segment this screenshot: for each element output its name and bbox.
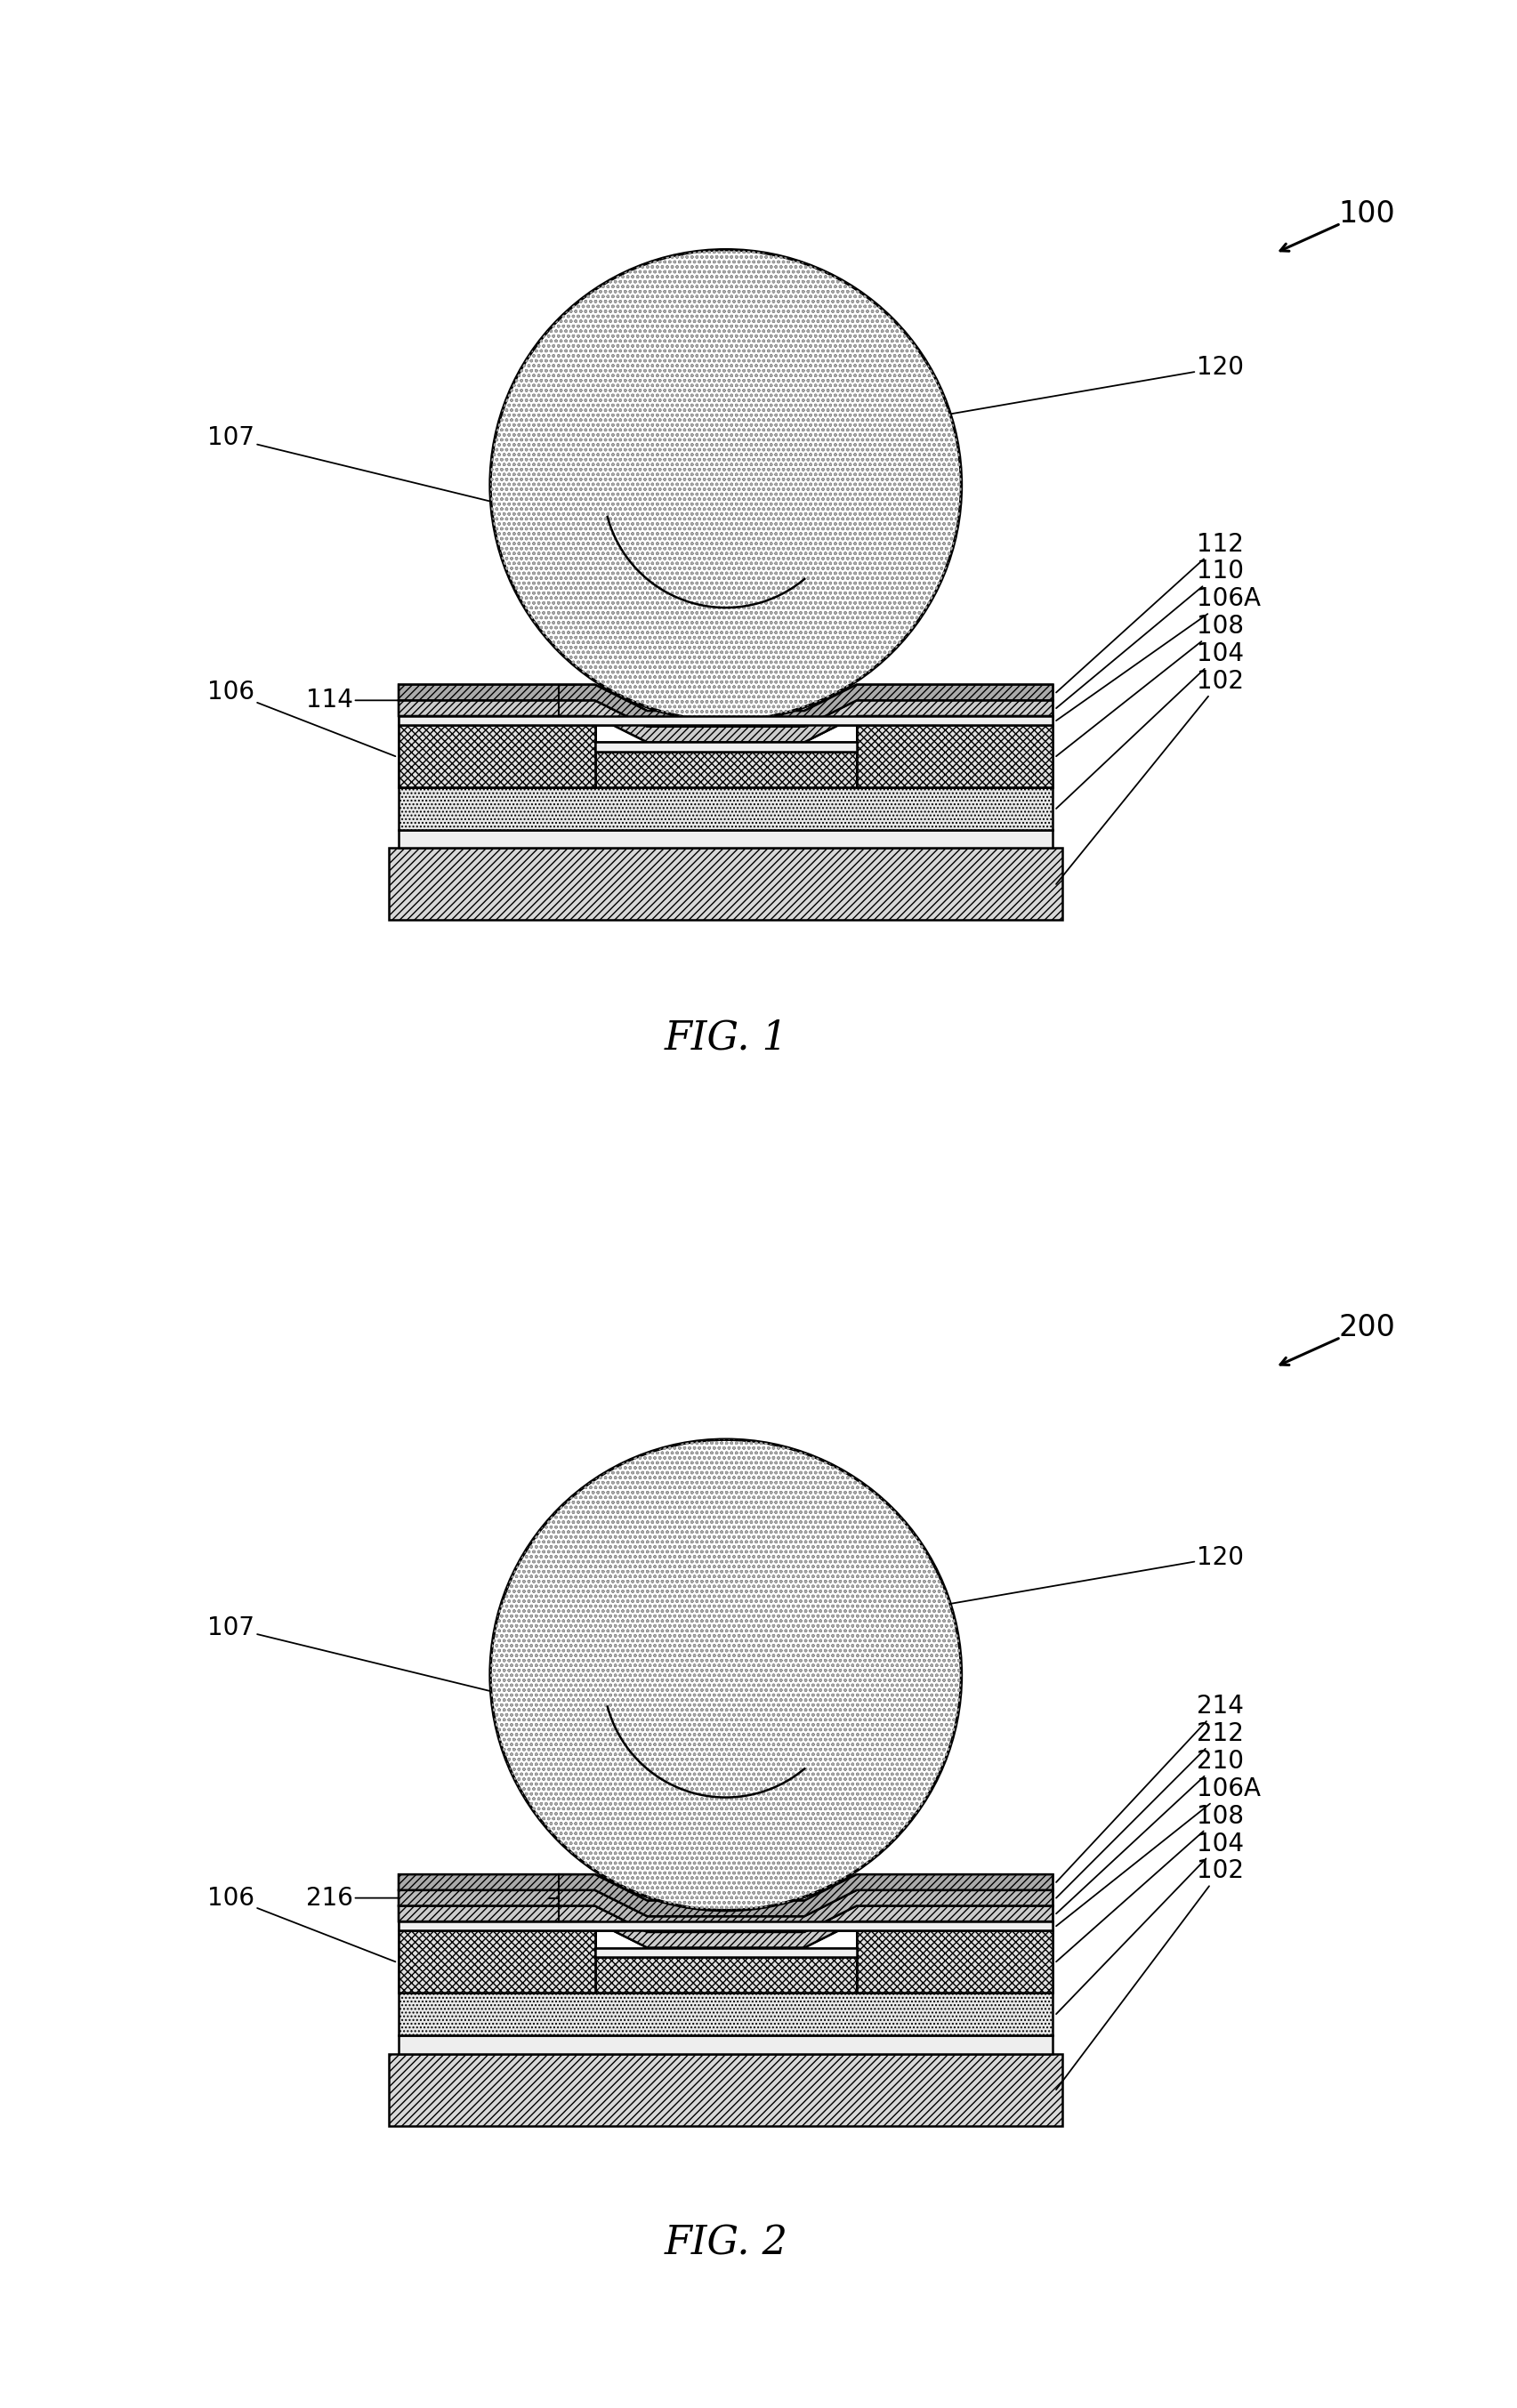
Polygon shape — [399, 684, 1053, 727]
Text: 114: 114 — [306, 689, 558, 713]
Polygon shape — [399, 684, 1053, 727]
Text: 107: 107 — [208, 1616, 636, 1727]
Text: 106: 106 — [208, 679, 396, 756]
Bar — [595, 742, 857, 751]
Text: 110: 110 — [1056, 559, 1244, 708]
Polygon shape — [399, 701, 1053, 742]
Text: FIG. 2: FIG. 2 — [664, 2225, 787, 2264]
Text: 106A: 106A — [1056, 588, 1261, 720]
Circle shape — [490, 250, 962, 720]
Bar — [595, 751, 857, 787]
Bar — [399, 715, 1053, 725]
Text: 104: 104 — [1056, 641, 1244, 809]
Text: 106: 106 — [208, 1885, 396, 1963]
Bar — [399, 725, 595, 787]
Bar — [399, 787, 1053, 831]
Polygon shape — [399, 701, 1053, 742]
Text: 102: 102 — [1056, 669, 1244, 884]
Bar — [595, 1958, 857, 1994]
Bar — [857, 1931, 1053, 1994]
Text: 120: 120 — [878, 1546, 1244, 1616]
Bar — [399, 1994, 1053, 2035]
Bar — [388, 2054, 1063, 2126]
Bar — [857, 1931, 1053, 1994]
Text: 106A: 106A — [1056, 1777, 1261, 1926]
Bar — [388, 848, 1063, 920]
Text: 108: 108 — [1056, 614, 1244, 756]
Text: 212: 212 — [1056, 1722, 1244, 1898]
Bar — [399, 715, 1053, 725]
Text: 216: 216 — [306, 1885, 558, 1910]
Bar — [857, 725, 1053, 787]
Bar — [399, 831, 1053, 848]
Bar — [399, 1931, 595, 1994]
Text: 210: 210 — [1056, 1748, 1244, 1914]
Text: 108: 108 — [1056, 1804, 1244, 1963]
Polygon shape — [399, 1890, 1053, 1931]
Bar — [857, 725, 1053, 787]
Circle shape — [490, 1440, 962, 1910]
Bar — [595, 1948, 857, 1958]
Bar — [399, 1922, 1053, 1931]
Text: 200: 200 — [1338, 1312, 1396, 1341]
Text: 120: 120 — [878, 354, 1244, 426]
Bar — [399, 2035, 1053, 2054]
Text: 100: 100 — [1338, 200, 1396, 229]
Bar — [399, 1922, 1053, 1931]
Bar — [399, 1931, 595, 1994]
Polygon shape — [399, 1890, 1053, 1931]
Text: 107: 107 — [208, 426, 636, 537]
Polygon shape — [399, 1905, 1053, 1948]
Text: 214: 214 — [1056, 1693, 1244, 1883]
Bar — [595, 742, 857, 751]
Polygon shape — [399, 1873, 1053, 1917]
Polygon shape — [399, 1905, 1053, 1948]
Bar — [399, 725, 595, 787]
Text: 102: 102 — [1056, 1859, 1244, 2090]
Text: 112: 112 — [1056, 532, 1244, 694]
Bar — [595, 1948, 857, 1958]
Text: 104: 104 — [1056, 1830, 1244, 2013]
Text: FIG. 1: FIG. 1 — [664, 1019, 787, 1057]
Polygon shape — [399, 1873, 1053, 1917]
